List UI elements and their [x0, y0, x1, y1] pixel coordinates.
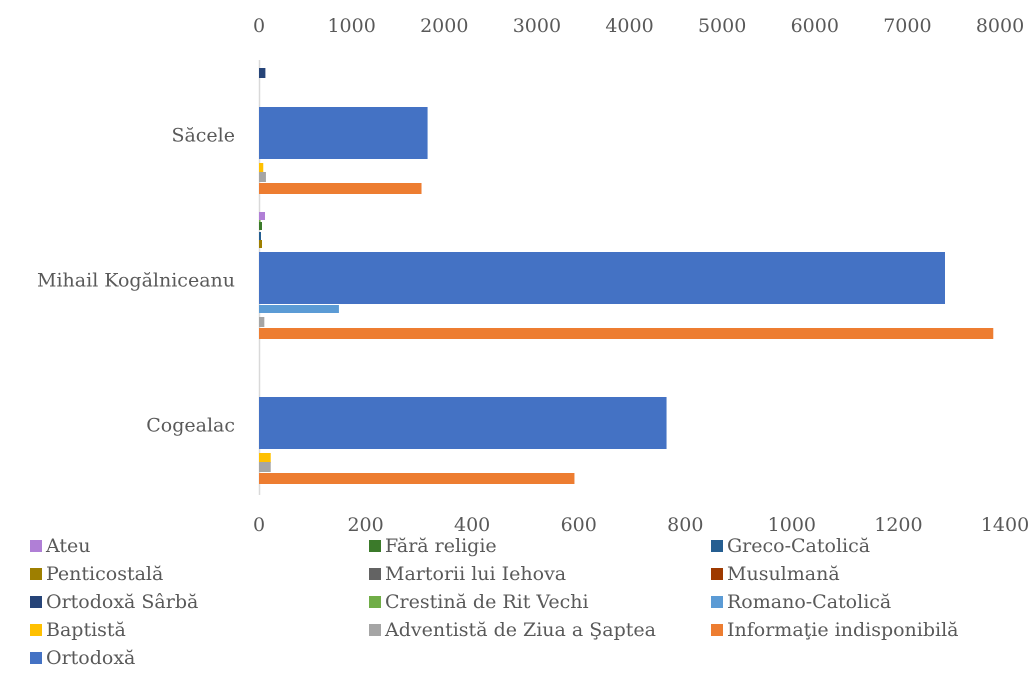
plot-area — [259, 68, 994, 484]
bar — [259, 163, 264, 173]
bar — [259, 462, 271, 472]
category-label: Cogealac — [146, 415, 235, 437]
legend-swatch — [711, 596, 723, 608]
bar — [259, 172, 266, 182]
top-tick-label: 4000 — [605, 15, 653, 37]
bar — [259, 328, 994, 339]
bottom-axis: 0 200 400 600 800 1000 1200 1400 — [253, 514, 1029, 536]
legend-swatch — [369, 596, 381, 608]
top-tick-label: 0 — [253, 15, 265, 37]
legend-swatch — [30, 652, 42, 664]
legend-swatch — [30, 596, 42, 608]
legend-swatch — [369, 568, 381, 580]
legend-swatch — [711, 568, 723, 580]
legend-label: Ateu — [45, 535, 91, 557]
legend-label: Ortodoxă — [46, 647, 135, 669]
bottom-tick-label: 400 — [454, 514, 490, 536]
legend-label: Greco-Catolică — [727, 535, 870, 557]
legend-swatch — [30, 624, 42, 636]
top-tick-label: 8000 — [976, 15, 1024, 37]
legend-label: Crestină de Rit Vechi — [385, 591, 589, 613]
top-tick-label: 3000 — [513, 15, 561, 37]
bottom-tick-label: 1400 — [981, 514, 1029, 536]
top-tick-label: 2000 — [420, 15, 468, 37]
legend-label: Romano-Catolică — [727, 591, 891, 613]
bar — [259, 305, 339, 313]
bottom-tick-label: 600 — [561, 514, 597, 536]
top-tick-label: 1000 — [327, 15, 375, 37]
legend-swatch — [711, 624, 723, 636]
legend-label: Fără religie — [385, 535, 497, 557]
category-label: Săcele — [171, 125, 235, 147]
category-label: Mihail Kogălniceanu — [37, 270, 235, 292]
bar — [259, 240, 262, 248]
bar — [259, 107, 428, 159]
legend-swatch — [30, 540, 42, 552]
bottom-tick-label: 0 — [253, 514, 265, 536]
bar — [259, 232, 261, 240]
bottom-tick-label: 200 — [347, 514, 383, 536]
top-tick-label: 7000 — [883, 15, 931, 37]
bar — [259, 183, 422, 194]
legend-swatch — [30, 568, 42, 580]
bar — [259, 252, 945, 304]
bar — [259, 212, 265, 220]
bar — [259, 473, 575, 484]
bar — [259, 453, 271, 463]
legend-label: Baptistă — [46, 619, 126, 641]
bar — [259, 397, 667, 449]
bottom-tick-label: 800 — [667, 514, 703, 536]
bar — [259, 222, 262, 230]
bottom-tick-label: 1000 — [768, 514, 816, 536]
legend-label: Martorii lui Iehova — [385, 563, 566, 585]
legend-swatch — [369, 540, 381, 552]
legend: Ateu Fără religie Greco-Catolică Penticosta… — [30, 535, 959, 669]
legend-swatch — [711, 540, 723, 552]
legend-label: Informaţie indisponibilă — [727, 619, 959, 641]
bar — [259, 317, 265, 327]
legend-swatch — [369, 624, 381, 636]
legend-label: Penticostală — [46, 563, 163, 585]
top-tick-label: 6000 — [791, 15, 839, 37]
top-axis: 0 1000 2000 3000 4000 5000 6000 7000 8000 — [253, 15, 1024, 37]
legend-label: Adventistă de Ziua a Şaptea — [384, 619, 656, 641]
category-axis: Săcele Mihail Kogălniceanu Cogealac — [37, 125, 235, 437]
bar — [259, 68, 266, 78]
legend-label: Ortodoxă Sârbă — [46, 591, 198, 613]
legend-label: Musulmană — [727, 563, 840, 585]
top-tick-label: 5000 — [698, 15, 746, 37]
bottom-tick-label: 1200 — [874, 514, 922, 536]
